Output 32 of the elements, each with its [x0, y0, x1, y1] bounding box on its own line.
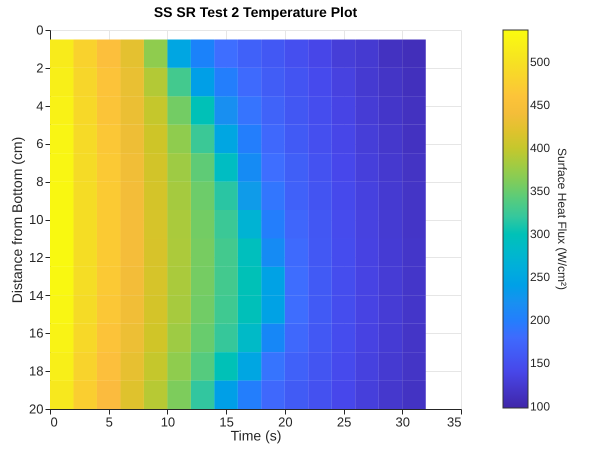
- color-bar-label: 500: [530, 54, 550, 69]
- color-bar-label: 350: [530, 184, 550, 198]
- color-bar-label: 400: [530, 140, 550, 155]
- y-tick-label: 6: [36, 136, 44, 152]
- x-tick-label: 15: [219, 414, 234, 430]
- x-tick-label: 0: [50, 414, 58, 430]
- y-tick-label: 14: [29, 288, 44, 303]
- chart-title: SS SR Test 2 Temperature Plot: [154, 4, 358, 20]
- x-axis-title: Time (s): [230, 428, 282, 444]
- x-tick-label: 25: [336, 414, 352, 430]
- y-tick-label: 20: [29, 402, 44, 416]
- color-bar-label: 200: [530, 313, 550, 328]
- color-bar-label: 100: [530, 399, 550, 414]
- color-bar-label: 300: [530, 227, 550, 242]
- y-tick-label: 16: [29, 326, 44, 341]
- x-tick-label: 35: [447, 414, 462, 430]
- x-tick-label: 20: [278, 414, 293, 430]
- x-tick-label: 30: [396, 414, 410, 430]
- color-bar-label: 150: [530, 356, 550, 370]
- color-bar-label: 450: [530, 98, 550, 112]
- y-tick-label: 10: [29, 212, 44, 227]
- y-tick-label: 4: [36, 98, 44, 114]
- y-tick-label: 18: [29, 364, 44, 379]
- y-tick-label: 0: [36, 22, 44, 38]
- y-tick-label: 8: [36, 174, 44, 190]
- y-tick-label: 2: [36, 60, 44, 76]
- x-tick-label: 10: [160, 414, 176, 430]
- y-tick-label: 12: [29, 250, 44, 265]
- color-bar-title: Surface Heat Flux (W/cm²): [555, 148, 569, 290]
- color-bar-label: 250: [530, 270, 550, 284]
- y-axis-title: Distance from Bottom (cm): [9, 136, 26, 304]
- x-tick-label: 5: [106, 414, 113, 430]
